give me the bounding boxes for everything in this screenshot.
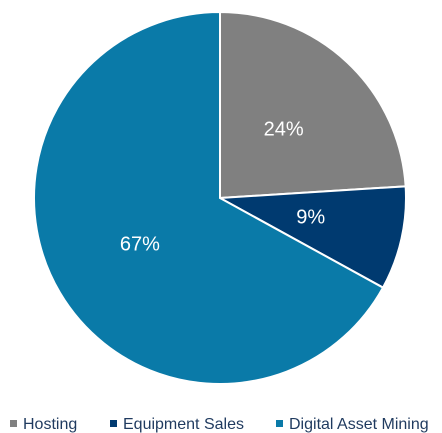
data-label: 9%	[296, 207, 325, 229]
pie-slice	[33, 10, 385, 385]
data-label: 67%	[120, 234, 160, 256]
legend-swatch	[276, 420, 283, 427]
legend-swatch	[110, 420, 117, 427]
legend-label: Hosting	[23, 416, 77, 433]
legend-swatch	[10, 420, 17, 427]
pie-slice	[216, 185, 407, 289]
legend-label: Equipment Sales	[123, 416, 244, 433]
legend-label: Digital Asset Mining	[289, 416, 429, 433]
pie-slice	[219, 10, 407, 200]
data-label: 24%	[264, 118, 304, 140]
